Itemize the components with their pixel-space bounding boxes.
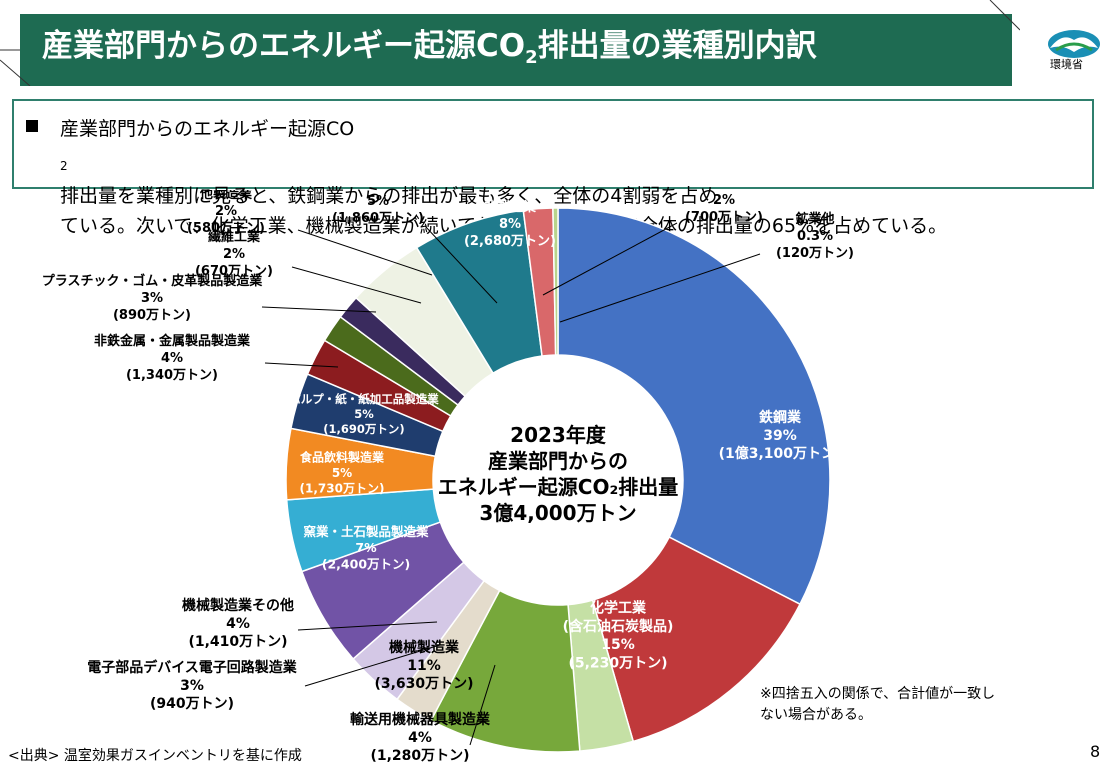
donut-chart: 鉄鋼業 39% (1億3,100万トン) 化学工業(含石油石炭製品) 15% (5,230… bbox=[42, 190, 854, 764]
slice-2 bbox=[591, 536, 802, 743]
slice-label-14: 農林水産業5%(1,860万トン) bbox=[332, 190, 424, 226]
slice-label-9: パルプ・紙・紙加工品製造業 5% (1,690万トン) bbox=[289, 392, 439, 436]
slice-17 bbox=[552, 207, 559, 356]
leader-line-12 bbox=[291, 266, 422, 304]
slice-label-3: 輸送用機械器具製造業 4% (1,280万トン) bbox=[350, 711, 491, 764]
leader-line-6 bbox=[297, 621, 438, 631]
page-number: 8 bbox=[1090, 742, 1101, 761]
center-label: 2023年度産業部門からのエネルギー起源CO₂排出量 3億4,000万トン bbox=[438, 423, 678, 525]
slice-label-15: 非製造業 8% (2,680万トン) bbox=[464, 199, 556, 249]
slice-label-13: 他製造業 2% (580万トン) bbox=[187, 190, 265, 236]
rounding-note: ※四捨五入の関係で、合計値が一致し ない場合がある。 bbox=[760, 686, 996, 723]
leader-line-3 bbox=[469, 664, 496, 746]
slice-label-10: 非鉄金属・金属製品製造業 4% (1,340万トン) bbox=[94, 333, 251, 383]
logo-label: 環境省 bbox=[1050, 58, 1083, 71]
leader-line-17 bbox=[559, 253, 761, 323]
slice-label-4: 機械製造業 11% (3,630万トン) bbox=[374, 639, 473, 692]
leader-line-11 bbox=[261, 306, 377, 313]
source-note: <出典> 温室効果ガスインベントリを基に作成 bbox=[8, 748, 302, 764]
slice-label-7: 窯業・土石製品製造業 7% (2,400万トン) bbox=[303, 524, 429, 572]
slice-label-11: プラスチック・ゴム・皮革製品製造業 3% (890万トン) bbox=[42, 273, 263, 323]
leader-line-10 bbox=[264, 362, 339, 368]
leader-line-5 bbox=[304, 644, 441, 687]
slice-label-6: 機械製造業その他 4% (1,410万トン) bbox=[182, 597, 294, 650]
slice-label-16: 建設業2%(700万トン) bbox=[685, 190, 763, 225]
slice-label-2: 化学工業(含石油石炭製品) 15% (5,230万トン) bbox=[563, 600, 674, 672]
slice-label-1: 鉄鋼業 39% (1億3,100万トン) bbox=[719, 409, 842, 462]
title-bar bbox=[0, 0, 1020, 86]
slice-label-5: 電子部品デバイス電子回路製造業 3% (940万トン) bbox=[87, 659, 298, 712]
leader-line-14 bbox=[424, 225, 498, 304]
ministry-logo-icon bbox=[1048, 30, 1100, 58]
slice-label-17: 鉱業他 0.3% (120万トン) bbox=[776, 211, 854, 261]
leader-line-16 bbox=[542, 222, 678, 296]
page-title: 産業部門からのエネルギー起源CO2排出量の業種別内訳 bbox=[42, 28, 817, 69]
summary-box bbox=[12, 99, 1094, 189]
leader-line-13 bbox=[297, 229, 433, 276]
slice-label-12: 繊維工業 2% (670万トン) bbox=[195, 229, 273, 279]
slice-label-8: 食品飲料製造業 5% (1,730万トン) bbox=[299, 449, 385, 495]
slice-1 bbox=[557, 207, 831, 606]
bullet-icon bbox=[26, 120, 38, 132]
